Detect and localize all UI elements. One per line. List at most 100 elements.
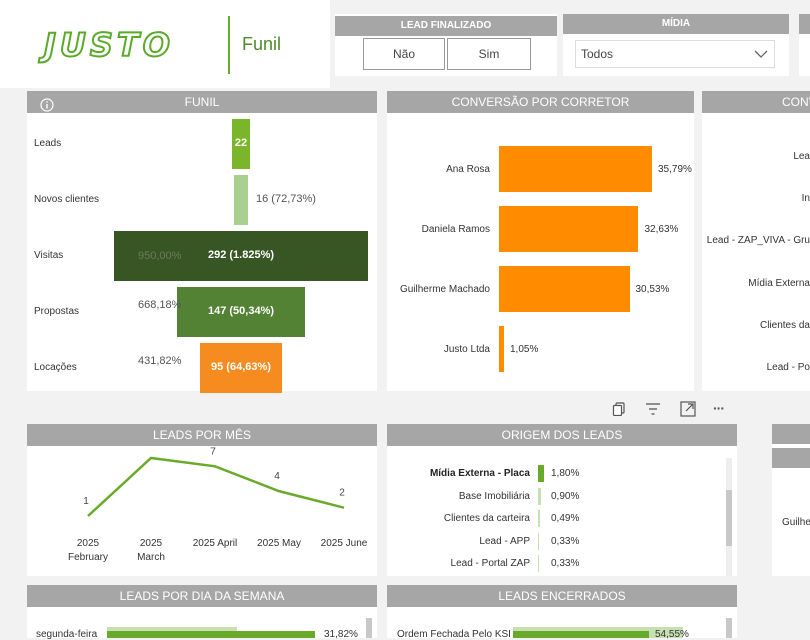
leads-mes-line <box>87 456 345 517</box>
funil-pct-previous: 431,82% <box>138 355 182 367</box>
right-partial-header-2 <box>772 448 810 468</box>
funil-bar[interactable] <box>177 287 305 337</box>
third-card <box>702 91 810 391</box>
conversao-label: Guilherme Machado <box>399 284 490 295</box>
nao-button[interactable]: Não <box>363 38 445 70</box>
origem-label: Mídia Externa - Placa <box>429 468 530 479</box>
leads-mes-title: LEADS POR MÊS <box>27 424 377 446</box>
leads-mes-data-label: 8 <box>146 446 152 449</box>
conversao-label: Daniela Ramos <box>421 224 490 235</box>
origem-bar[interactable] <box>538 465 544 482</box>
third-panel-label: In <box>801 193 810 204</box>
conversao-bar[interactable] <box>499 146 652 192</box>
origem-label: Lead - APP <box>479 535 530 547</box>
conversao-value: 30,53% <box>635 284 670 295</box>
leads-mes-x-tick: 2025 <box>77 538 100 549</box>
funil-bar-value: 22 <box>234 137 248 149</box>
third-panel-label: Lead - ZAP_VIVA - Gru <box>706 235 810 246</box>
dia-semana-bar <box>107 631 315 638</box>
origem-bar[interactable] <box>538 532 540 550</box>
leads-mes-data-label: 4 <box>274 471 280 482</box>
conversao-value: 32,63% <box>644 224 679 235</box>
leads-mes-data-label: 7 <box>210 446 216 457</box>
info-icon[interactable] <box>40 98 54 112</box>
leads-mes-x-tick: 2025 April <box>193 538 237 549</box>
third-title: CONV <box>702 91 810 113</box>
funil-bar[interactable] <box>234 175 248 225</box>
origem-scrollbar-thumb[interactable] <box>726 490 732 546</box>
origem-label: Clientes da carteira <box>443 513 530 524</box>
origem-value: 0,33% <box>551 535 580 547</box>
funil-pct-previous: 950,00% <box>138 250 182 262</box>
right-partial-header-1 <box>772 424 810 444</box>
conversao-title: CONVERSÃO POR CORRETOR <box>387 91 694 113</box>
justo-logo: JUSTO <box>43 25 174 65</box>
third-panel-label: Lea <box>793 151 810 162</box>
leads-mes-x-tick-line2: February <box>68 552 108 563</box>
conversao-value: 35,79% <box>658 164 692 175</box>
third-panel-label: Lead - Po <box>766 362 810 373</box>
origem-bar[interactable] <box>538 487 541 505</box>
origem-title: ORIGEM DOS LEADS <box>387 424 737 446</box>
slicer-lead-finalizado-title: LEAD FINALIZADO <box>335 16 557 36</box>
funil-bar-value: 147 (50,34%) <box>207 305 275 317</box>
funil-stage-label: Leads <box>34 138 62 149</box>
origem-bar[interactable] <box>538 555 540 572</box>
funil-title: FUNIL <box>27 91 377 113</box>
leads-mes-x-tick: 2025 <box>140 538 163 549</box>
copy-icon[interactable] <box>612 402 626 416</box>
more-icon[interactable]: ··· <box>713 400 725 416</box>
origem-label: Base Imobiliária <box>458 490 530 502</box>
right-partial-card <box>772 424 810 576</box>
origem-label: Lead - Portal ZAP <box>450 558 530 569</box>
funil-bar[interactable] <box>199 343 283 393</box>
midia-dropdown[interactable]: Todos <box>575 40 775 68</box>
funil-stage-label: Locações <box>34 362 77 373</box>
leads-mes-data-label: 1 <box>83 496 89 507</box>
funil-stage-label: Visitas <box>34 250 64 261</box>
conversao-label: Justo Ltda <box>443 344 490 355</box>
leads-mes-chart: 1 2025 February 8 2025 March 7 2025 April 4 2025 … <box>68 446 368 563</box>
dia-semana-first-label: segunda-feira <box>36 629 98 640</box>
chevron-down-icon <box>754 50 768 58</box>
conversao-bar[interactable] <box>499 326 504 372</box>
conversao-bar[interactable] <box>499 266 630 312</box>
funil-stage-label: Novos clientes <box>34 194 100 205</box>
origem-value: 0,33% <box>551 558 580 569</box>
midia-selected: Todos <box>581 47 614 61</box>
leads-mes-data-label: 2 <box>339 488 345 499</box>
conversao-value: 1,05% <box>510 344 539 355</box>
header-card <box>0 0 330 88</box>
encerrados-bar <box>513 631 649 638</box>
encerrados-title: LEADS ENCERRADOS <box>387 585 737 607</box>
funil-bar-value: 95 (64,63%) <box>211 361 271 373</box>
funil-bar-value: 292 (1.825%) <box>207 249 275 261</box>
header-divider <box>228 16 230 74</box>
slicer-midia-title: MÍDIA <box>563 14 789 34</box>
slicer-partial <box>799 14 810 76</box>
conversao-label: Ana Rosa <box>446 164 490 175</box>
funil-bar[interactable] <box>232 119 250 169</box>
expand-icon[interactable] <box>680 401 696 417</box>
origem-value: 1,80% <box>551 468 580 479</box>
slicer-partial-title <box>799 14 810 34</box>
leads-mes-x-tick-line2: March <box>137 552 165 563</box>
funil-bar[interactable] <box>114 231 368 281</box>
encerrados-first-value: 54,55% <box>655 629 689 640</box>
dia-semana-title: LEADS POR DIA DA SEMANA <box>27 585 377 607</box>
funil-stage-label: Propostas <box>34 306 80 317</box>
dia-semana-first-value: 31,82% <box>324 629 358 640</box>
encerrados-scrollbar[interactable] <box>726 618 732 638</box>
origem-value: 0,49% <box>551 513 580 524</box>
third-panel-label: Clientes da <box>759 320 810 331</box>
page-title: Funil <box>242 34 282 54</box>
encerrados-first-label: Ordem Fechada Pelo KSI <box>397 629 511 640</box>
dia-semana-scrollbar[interactable] <box>366 618 372 638</box>
third-panel-label: Mídia Externa <box>748 278 810 289</box>
leads-mes-x-tick: 2025 May <box>257 538 301 549</box>
conversao-bar[interactable] <box>499 206 639 252</box>
filter-icon[interactable] <box>645 402 661 416</box>
origem-bar[interactable] <box>538 510 540 527</box>
right-partial-label: Guilhe <box>782 517 810 528</box>
sim-button[interactable]: Sim <box>447 38 531 70</box>
